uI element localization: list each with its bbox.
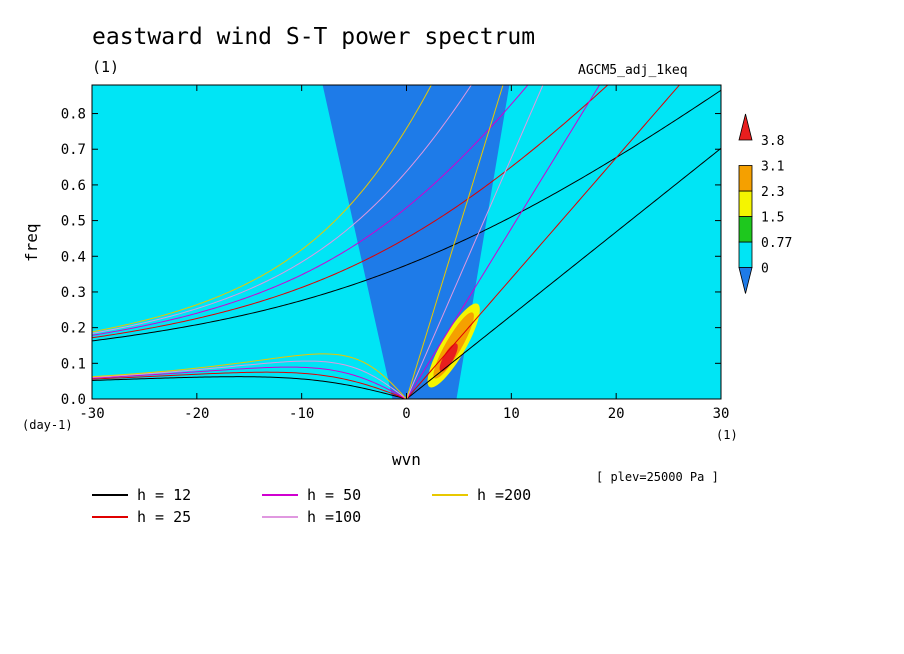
y-axis: 0.0 0.1 0.2 0.3 0.4 0.5 0.6 0.7 0.8 <box>61 107 721 408</box>
x-axis: -30 -20 -10 0 10 20 30 <box>79 85 729 422</box>
curve-rossby-h-200 <box>92 353 407 399</box>
colorbar-arrow-high <box>738 113 753 141</box>
curve-kelvin-h-200 <box>406 85 504 399</box>
power-field <box>92 85 721 399</box>
chart-title: eastward wind S-T power spectrum <box>92 24 536 50</box>
x-tick-label: -10 <box>289 406 314 422</box>
chart-subtitle-experiment: AGCM5_adj_1keq <box>578 63 688 78</box>
y-axis-unit: (day-1) <box>22 418 73 432</box>
legend-label: h =200 <box>477 486 531 504</box>
curve-kelvin-h-25 <box>406 85 681 399</box>
curve-rossby-h-100 <box>92 360 407 399</box>
colorbar-cell <box>738 216 753 243</box>
x-tick-label: -30 <box>79 406 104 422</box>
legend-label: h = 12 <box>137 486 191 504</box>
curve-kelvin-h-12 <box>406 147 721 399</box>
colorbar-cell <box>738 190 753 217</box>
curve-rossby-h-12 <box>92 376 407 399</box>
curve-gravity-h-200 <box>92 85 432 333</box>
x-tick-label: -20 <box>184 406 209 422</box>
colorbar-label: 2.3 <box>761 185 784 200</box>
colorbar: 0 0.77 1.5 2.3 3.1 3.8 <box>738 113 792 294</box>
x-axis-unit: (1) <box>716 428 738 442</box>
curve-rossby-h-50 <box>92 366 407 399</box>
y-tick-label: 0.1 <box>61 356 86 372</box>
y-tick-label: 0.0 <box>61 392 86 408</box>
legend-label: h =100 <box>307 508 361 526</box>
colorbar-arrow-low <box>738 267 753 294</box>
colorbar-label: 0 <box>761 262 769 277</box>
x-tick-label: 30 <box>713 406 730 422</box>
x-tick-label: 10 <box>503 406 520 422</box>
colorbar-label: 3.8 <box>761 134 784 149</box>
colorbar-label: 3.1 <box>761 160 784 175</box>
dispersion-curves <box>92 85 721 399</box>
legend: h = 12 h = 25 h = 50 h =100 h =200 <box>92 486 531 526</box>
colorbar-label: 0.77 <box>761 236 792 251</box>
pressure-level-annotation: [ plev=25000 Pa ] <box>596 470 719 484</box>
curve-gravity-h-50 <box>92 85 529 336</box>
field-region-peak-core <box>439 343 458 372</box>
colorbar-cell <box>738 165 753 192</box>
legend-label: h = 25 <box>137 508 191 526</box>
x-tick-label: 0 <box>402 406 410 422</box>
y-tick-label: 0.7 <box>61 142 86 158</box>
y-tick-label: 0.5 <box>61 214 86 230</box>
y-tick-label: 0.8 <box>61 107 86 123</box>
colorbar-label: 1.5 <box>761 211 784 226</box>
y-tick-label: 0.2 <box>61 321 86 337</box>
curve-kelvin-h-100 <box>406 85 544 399</box>
curve-rossby-h-25 <box>92 371 407 399</box>
x-axis-label: wvn <box>392 450 421 469</box>
colorbar-cell <box>738 241 753 268</box>
curve-kelvin-h-50 <box>406 85 601 399</box>
chart-subtitle-unit: (1) <box>92 58 120 76</box>
y-tick-label: 0.6 <box>61 178 86 194</box>
curve-gravity-h-25 <box>92 85 609 339</box>
curve-gravity-h-100 <box>92 85 472 334</box>
x-tick-label: 20 <box>608 406 625 422</box>
legend-label: h = 50 <box>307 486 361 504</box>
y-tick-label: 0.4 <box>61 249 86 265</box>
y-tick-label: 0.3 <box>61 285 86 301</box>
